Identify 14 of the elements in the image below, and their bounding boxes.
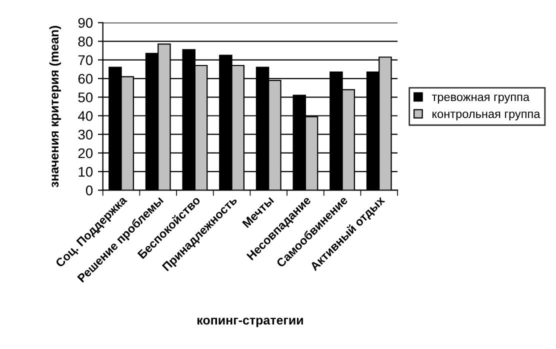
y-tick-label: 60 [78, 74, 93, 84]
y-tick-label: 70 [78, 55, 93, 66]
y-tick-label: 90 [78, 18, 93, 28]
y-tick-label: 30 [78, 130, 93, 140]
legend-label: тревожная группа [432, 94, 530, 104]
y-tick-label: 0 [86, 186, 93, 196]
y-axis-title: значения критерия (mean) [49, 26, 62, 188]
y-tick-label: 50 [78, 92, 93, 102]
legend-label: контрольная группа [432, 112, 540, 120]
y-tick-label: 40 [78, 111, 93, 121]
y-tick-label: 10 [78, 166, 93, 177]
x-axis-title: копинг-стратегии [197, 318, 303, 328]
y-tick-label: 20 [78, 148, 93, 158]
y-tick-label: 80 [78, 36, 93, 46]
